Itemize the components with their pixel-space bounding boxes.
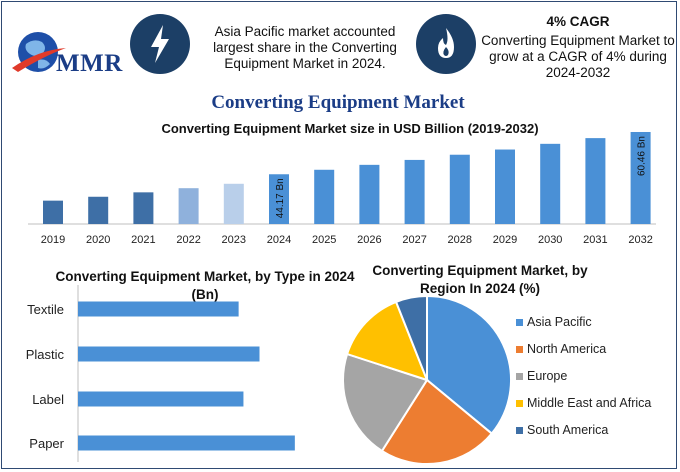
bar-paper <box>78 435 295 451</box>
data-label-2024: 44.17 Bn <box>275 178 286 218</box>
lightning-bolt-icon <box>130 14 190 74</box>
x-tick-2019: 2019 <box>41 234 65 246</box>
category-label-plastic: Plastic <box>26 347 65 362</box>
bar-2025 <box>314 169 335 224</box>
x-tick-2032: 2032 <box>628 234 652 246</box>
pie-slice-europe <box>342 352 429 453</box>
x-tick-2026: 2026 <box>357 234 381 246</box>
pie-slice-north-america <box>380 378 494 465</box>
bar-2020 <box>88 196 109 224</box>
x-tick-2030: 2030 <box>538 234 562 246</box>
main-title: Converting Equipment Market <box>211 92 465 113</box>
pie-slice-asia-pacific <box>426 294 512 435</box>
flame-icon <box>416 14 476 74</box>
bar-2031 <box>585 138 606 224</box>
x-tick-2029: 2029 <box>493 234 517 246</box>
legend-swatch-asia-pacific <box>516 319 523 326</box>
data-label-2032: 60.46 Bn <box>637 136 648 176</box>
cagr-heading: 4% CAGR <box>546 14 610 29</box>
x-tick-2025: 2025 <box>312 234 336 246</box>
bar-textile <box>78 301 239 317</box>
bar-2029 <box>495 149 515 224</box>
legend-swatch-europe <box>516 373 523 380</box>
x-tick-2027: 2027 <box>402 234 426 246</box>
bar-2030 <box>540 143 561 224</box>
category-label-paper: Paper <box>29 436 64 451</box>
type-chart-title: Converting Equipment Market, by Type in … <box>55 269 355 302</box>
bar-2027 <box>404 159 425 224</box>
bar-2022 <box>178 188 199 224</box>
region-chart-title: Converting Equipment Market, by Region I… <box>372 263 588 296</box>
category-label-label: Label <box>32 392 64 407</box>
pie-slice-middle-east-and-africa <box>345 300 429 382</box>
type-horizontal-bar-chart: Textile Plastic Label Paper <box>26 285 295 462</box>
x-tick-2023: 2023 <box>222 234 246 246</box>
category-label-textile: Textile <box>27 302 64 317</box>
bar-2026 <box>359 164 380 224</box>
legend-label-north-america: North America <box>527 342 606 356</box>
bar-2019 <box>43 200 63 224</box>
info-text-asia-pacific: Asia Pacific market accounted largest sh… <box>213 24 397 71</box>
legend-swatch-south-america <box>516 427 523 434</box>
bar-plastic <box>78 346 260 362</box>
x-tick-2024: 2024 <box>267 234 291 246</box>
legend-label-asia-pacific: Asia Pacific <box>527 315 592 329</box>
bar-2021 <box>133 192 154 224</box>
bar-2028 <box>449 154 470 224</box>
x-tick-2022: 2022 <box>176 234 200 246</box>
mmr-globe-logo <box>12 32 66 72</box>
legend-label-south-america: South America <box>527 423 608 437</box>
x-tick-2028: 2028 <box>448 234 472 246</box>
x-tick-2021: 2021 <box>131 234 155 246</box>
bar-2023 <box>223 183 244 224</box>
bar-2032 <box>630 131 651 224</box>
market-size-chart-title: Converting Equipment Market size in USD … <box>161 121 539 136</box>
pie-slice-south-america <box>394 294 428 381</box>
x-tick-2031: 2031 <box>583 234 607 246</box>
x-tick-2020: 2020 <box>86 234 110 246</box>
region-pie-chart: Asia Pacific North America Europe Middle Ea… <box>342 294 651 465</box>
bar-label <box>78 391 244 407</box>
market-size-bar-chart: 2019 2020 2021 2022 2023 2024 44.17 Bn 2025 2026… <box>28 131 656 246</box>
legend-swatch-north-america <box>516 346 523 353</box>
info-text-cagr: 4% CAGR Converting Equipment Market to g… <box>481 14 675 80</box>
logo-text: MMR <box>56 50 123 77</box>
legend-label-europe: Europe <box>527 369 567 383</box>
bar-2024 <box>269 174 289 224</box>
legend-swatch-middle-east-and-africa <box>516 400 523 407</box>
legend-label-middle-east-and-africa: Middle East and Africa <box>527 396 651 410</box>
